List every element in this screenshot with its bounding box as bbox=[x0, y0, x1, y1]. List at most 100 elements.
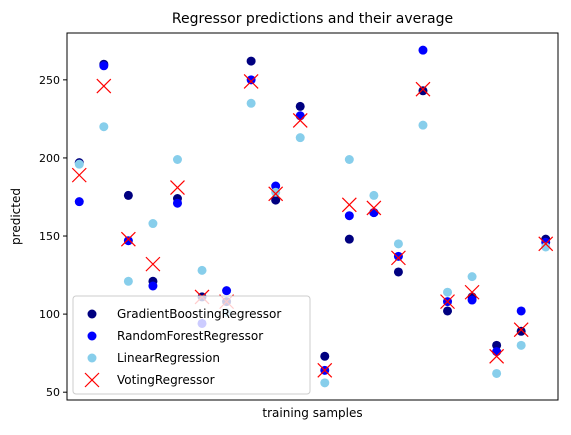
x-marker-stroke bbox=[440, 294, 455, 310]
point-votingregressor bbox=[366, 200, 382, 216]
point-votingregressor bbox=[391, 250, 406, 266]
point-randomforestregressor bbox=[467, 295, 477, 305]
legend-marker-votingregressor bbox=[84, 372, 100, 388]
point-gradientboostingregressor bbox=[443, 306, 453, 316]
point-linearregression bbox=[369, 190, 379, 200]
point-linearregression bbox=[443, 287, 453, 297]
series-votingregressor bbox=[71, 73, 554, 378]
point-votingregressor bbox=[341, 197, 357, 213]
point-randomforestregressor bbox=[516, 306, 526, 316]
point-linearregression bbox=[320, 378, 330, 388]
point-votingregressor bbox=[292, 113, 308, 128]
point-votingregressor bbox=[71, 167, 87, 183]
x-marker-stroke bbox=[341, 197, 357, 213]
legend-label: LinearRegression bbox=[117, 351, 220, 365]
plot-area-frame bbox=[66, 32, 559, 401]
x-marker-stroke bbox=[96, 78, 112, 94]
point-gradientboostingregressor bbox=[123, 190, 133, 200]
x-marker-stroke bbox=[538, 236, 554, 252]
legend-box bbox=[72, 295, 311, 395]
x-marker-stroke bbox=[71, 167, 87, 183]
point-randomforestregressor bbox=[123, 236, 133, 246]
point-randomforestregressor bbox=[246, 75, 256, 85]
x-marker-stroke bbox=[317, 362, 333, 378]
point-randomforestregressor bbox=[99, 61, 109, 71]
point-gradientboostingregressor bbox=[246, 56, 256, 66]
point-gradientboostingregressor bbox=[295, 101, 305, 111]
x-marker-stroke bbox=[415, 81, 431, 97]
y-tick-label: 250 bbox=[39, 74, 60, 87]
point-votingregressor bbox=[538, 236, 554, 252]
x-marker-stroke bbox=[489, 348, 505, 364]
point-linearregression bbox=[271, 187, 281, 197]
point-linearregression bbox=[246, 98, 256, 108]
point-gradientboostingregressor bbox=[492, 340, 502, 350]
y-tick-label: 150 bbox=[39, 230, 60, 243]
point-votingregressor bbox=[513, 322, 529, 338]
point-linearregression bbox=[344, 154, 354, 164]
legend-label: GradientBoostingRegressor bbox=[117, 307, 281, 321]
legend-entry: LinearRegression bbox=[87, 351, 220, 365]
x-marker-stroke bbox=[464, 284, 480, 300]
point-gradientboostingregressor bbox=[418, 86, 428, 96]
point-gradientboostingregressor bbox=[271, 195, 281, 205]
point-votingregressor bbox=[170, 180, 185, 196]
point-randomforestregressor bbox=[148, 281, 158, 291]
x-marker-stroke bbox=[268, 186, 284, 202]
x-marker-stroke bbox=[170, 180, 185, 196]
legend-marker-randomforestregressor bbox=[87, 331, 97, 341]
point-linearregression bbox=[418, 120, 428, 130]
point-linearregression bbox=[393, 239, 403, 249]
point-randomforestregressor bbox=[393, 251, 403, 261]
point-votingregressor bbox=[145, 256, 161, 272]
point-randomforestregressor bbox=[172, 198, 182, 208]
legend-marker-gradientboostingregressor bbox=[87, 309, 97, 319]
point-randomforestregressor bbox=[222, 286, 232, 296]
point-gradientboostingregressor bbox=[393, 267, 403, 277]
point-linearregression bbox=[541, 242, 551, 252]
point-linearregression bbox=[492, 368, 502, 378]
x-marker-stroke bbox=[243, 73, 259, 89]
x-marker-stroke bbox=[84, 372, 100, 388]
series-linearregression bbox=[74, 98, 551, 388]
point-gradientboostingregressor bbox=[320, 351, 330, 361]
point-randomforestregressor bbox=[74, 197, 84, 207]
point-linearregression bbox=[295, 133, 305, 143]
point-linearregression bbox=[172, 154, 182, 164]
y-axis: 50 100 150 200 250 bbox=[39, 74, 67, 399]
point-votingregressor bbox=[120, 231, 136, 247]
point-votingregressor bbox=[243, 73, 259, 89]
y-tick-label: 200 bbox=[39, 152, 60, 165]
point-votingregressor bbox=[96, 78, 112, 94]
point-votingregressor bbox=[464, 284, 480, 300]
point-linearregression bbox=[74, 159, 84, 169]
legend: GradientBoostingRegressor RandomForestReg… bbox=[72, 295, 311, 395]
legend-marker-linearregression bbox=[87, 353, 97, 363]
x-marker-stroke bbox=[292, 113, 308, 128]
point-linearregression bbox=[467, 272, 477, 282]
point-randomforestregressor bbox=[295, 111, 305, 121]
point-randomforestregressor bbox=[344, 211, 354, 221]
y-tick-label: 100 bbox=[39, 308, 60, 321]
point-votingregressor bbox=[268, 186, 284, 202]
legend-label: RandomForestRegressor bbox=[117, 329, 263, 343]
chart-title: Regressor predictions and their average bbox=[172, 11, 453, 27]
point-gradientboostingregressor bbox=[344, 234, 354, 244]
x-marker-stroke bbox=[513, 322, 529, 338]
x-marker-stroke bbox=[145, 256, 161, 272]
legend-entry: RandomForestRegressor bbox=[87, 329, 263, 343]
y-tick-label: 50 bbox=[46, 386, 60, 399]
point-gradientboostingregressor bbox=[516, 326, 526, 336]
x-marker-stroke bbox=[120, 231, 136, 247]
point-randomforestregressor bbox=[418, 45, 428, 55]
y-axis-label: predicted bbox=[9, 188, 23, 245]
point-linearregression bbox=[148, 219, 158, 229]
x-marker-stroke bbox=[366, 200, 382, 216]
point-linearregression bbox=[123, 276, 133, 286]
x-marker-stroke bbox=[391, 250, 406, 266]
point-randomforestregressor bbox=[271, 181, 281, 191]
legend-entry: GradientBoostingRegressor bbox=[87, 307, 281, 321]
point-votingregressor bbox=[415, 81, 431, 97]
point-randomforestregressor bbox=[492, 347, 502, 357]
